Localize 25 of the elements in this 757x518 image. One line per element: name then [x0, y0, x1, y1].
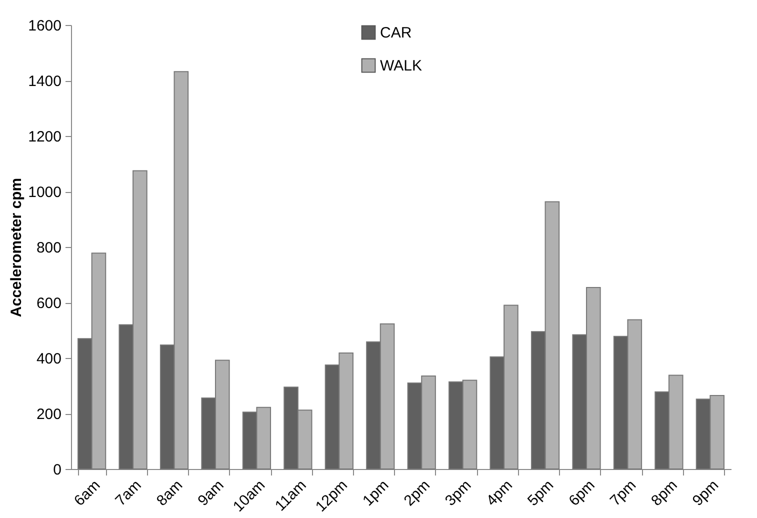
x-tick-label: 6am: [70, 476, 104, 510]
x-tick-label: 4pm: [483, 476, 516, 510]
x-tick-label: 5pm: [524, 476, 558, 510]
x-tick-label: 3pm: [442, 476, 475, 510]
x-tick-label: 1pm: [360, 476, 392, 510]
x-tick-label: 8am: [153, 476, 186, 510]
x-tick-label: 6pm: [566, 476, 598, 510]
y-tick-label: 600: [36, 295, 62, 312]
y-tick-label: 800: [36, 240, 62, 256]
x-tick-label: 9am: [194, 476, 228, 510]
y-tick-label: 1000: [28, 184, 62, 201]
y-tick-label: 400: [36, 350, 62, 368]
y-tick-label: 1600: [28, 18, 62, 34]
x-tick-label: 8pm: [648, 476, 681, 510]
y-tick-label: 200: [36, 406, 62, 423]
x-tick-label: 7am: [112, 476, 145, 510]
y-axis-title: Accelerometer cpm: [8, 178, 26, 318]
x-tick-label: 2pm: [400, 476, 434, 510]
legend-label: CAR: [380, 24, 412, 42]
legend-label: WALK: [380, 58, 422, 74]
x-tick-label: 7pm: [606, 476, 640, 510]
y-tick-label: 1200: [28, 128, 62, 146]
y-tick-label: 0: [53, 462, 62, 478]
y-tick-label: 1400: [28, 73, 62, 90]
x-tick-label: 9pm: [689, 476, 722, 510]
